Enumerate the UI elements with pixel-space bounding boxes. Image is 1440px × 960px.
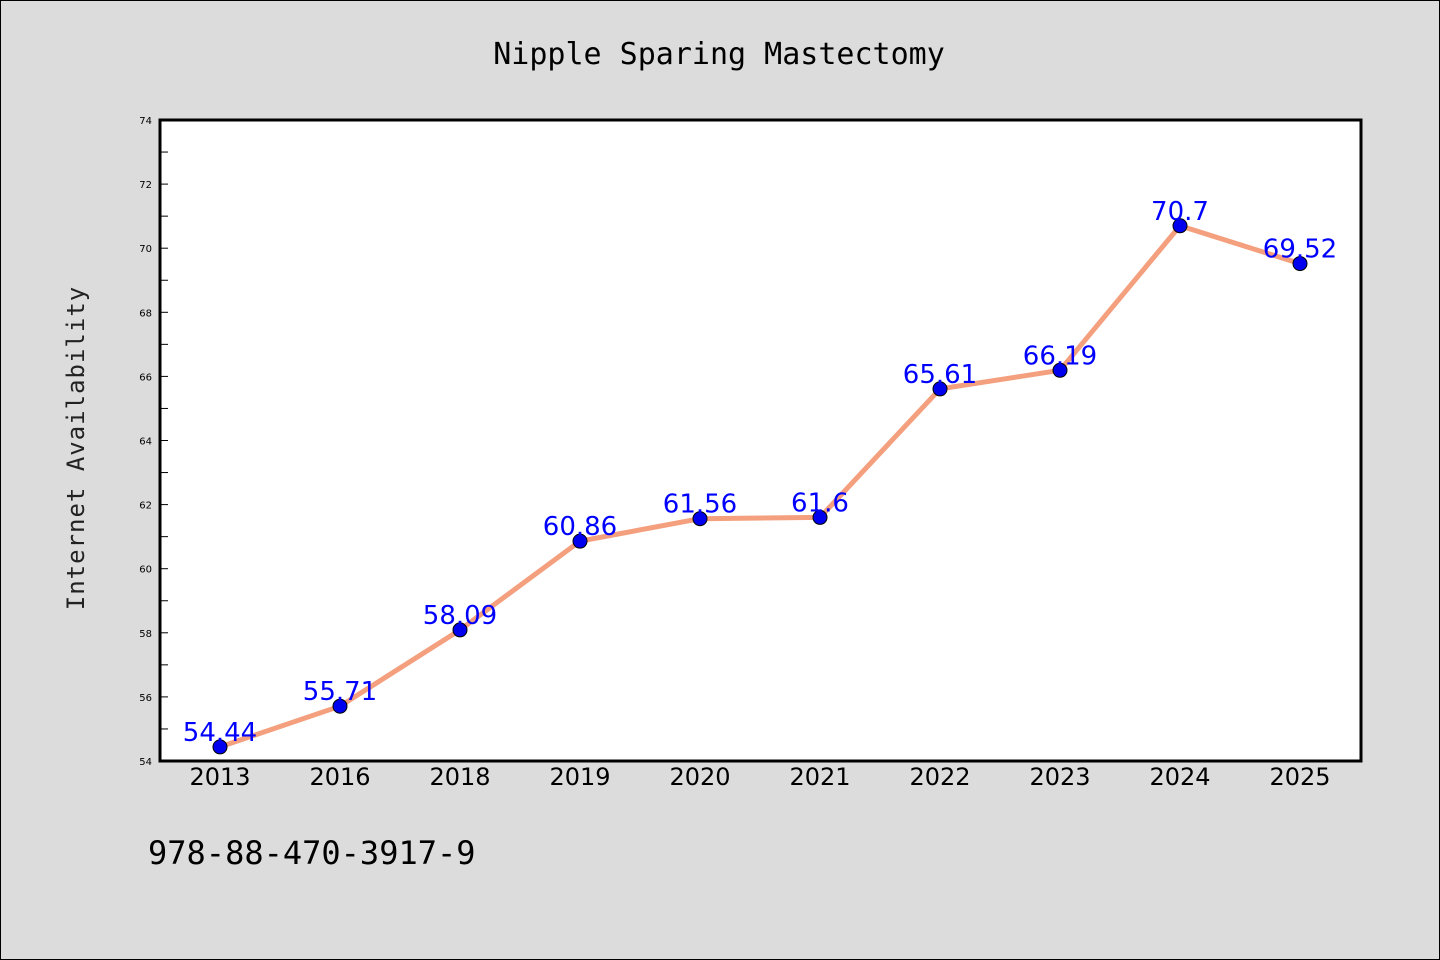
data-label: 66.19 [1023, 341, 1097, 371]
data-label: 61.6 [791, 488, 849, 518]
data-label: 55.71 [303, 677, 377, 707]
data-label: 54.44 [183, 718, 257, 748]
data-point-marker [1172, 218, 1188, 234]
x-tick-label: 2018 [429, 763, 490, 791]
x-tick-label: 2024 [1149, 763, 1210, 791]
y-tick-label: 56 [139, 693, 152, 704]
x-tick-label: 2021 [789, 763, 850, 791]
data-point-marker [452, 622, 468, 638]
series-line [217, 223, 1303, 750]
data-point-marker [572, 533, 588, 549]
x-tick-label: 2020 [669, 763, 730, 791]
data-label: 70.7 [1151, 197, 1209, 227]
plot-area [158, 118, 1363, 763]
data-label: 69.52 [1263, 235, 1337, 265]
data-label: 65.61 [903, 360, 977, 390]
data-point-marker [332, 698, 348, 714]
y-tick-label: 74 [139, 116, 152, 127]
x-tick-label: 2025 [1269, 763, 1330, 791]
data-point-marker [1292, 256, 1308, 272]
x-tick-label: 2022 [909, 763, 970, 791]
y-tick-label: 58 [139, 629, 152, 640]
data-labels: 54.44 55.71 58.09 60.86 61.56 61.6 65.61 66.19 7… [183, 197, 1337, 748]
chart-title: Nipple Sparing Mastectomy [493, 37, 945, 72]
x-tick-label: 2016 [309, 763, 370, 791]
y-tick-label: 54 [139, 757, 152, 768]
data-point-marker [812, 509, 828, 525]
data-point-marker [932, 381, 948, 397]
y-axis-ticks: 54 56 58 60 62 64 66 68 70 72 74 [139, 116, 168, 768]
x-tick-label: 2023 [1029, 763, 1090, 791]
y-tick-label: 70 [139, 244, 152, 255]
y-axis-label: Internet Availability [62, 286, 90, 610]
x-tick-label: 2019 [549, 763, 610, 791]
data-point-marker [692, 511, 708, 527]
data-label: 58.09 [423, 601, 497, 631]
y-tick-label: 62 [139, 501, 152, 512]
y-tick-label: 64 [139, 437, 152, 448]
data-label: 60.86 [543, 512, 617, 542]
y-tick-label: 68 [139, 308, 152, 319]
data-point-marker [212, 739, 228, 755]
y-tick-label: 66 [139, 372, 152, 383]
y-tick-label: 72 [139, 180, 152, 191]
isbn-text: 978-88-470-3917-9 [148, 834, 476, 872]
y-tick-label: 60 [139, 565, 152, 576]
x-tick-label: 2013 [189, 763, 250, 791]
data-label: 61.56 [663, 490, 737, 520]
x-axis-ticks: 2013 2016 2018 2019 2020 2021 2022 2023 2024 2025 [189, 763, 1330, 791]
data-point-marker [1052, 362, 1068, 378]
data-markers [212, 218, 1308, 755]
